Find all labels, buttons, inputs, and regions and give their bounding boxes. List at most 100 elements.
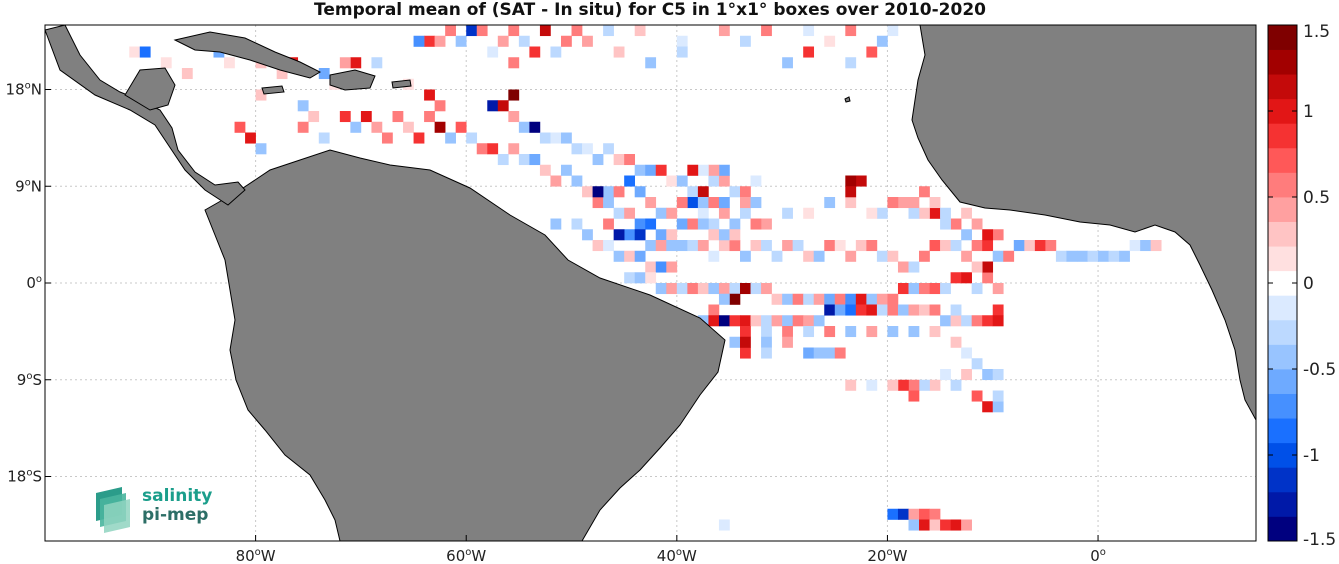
data-cell: [708, 315, 720, 327]
data-cell: [750, 197, 762, 209]
x-tick-label: 40oW: [657, 547, 697, 564]
data-cell: [708, 164, 720, 176]
data-cell: [971, 390, 983, 402]
data-cell: [455, 35, 467, 47]
data-cell: [181, 68, 193, 80]
data-cell: [992, 250, 1004, 262]
data-cell: [160, 57, 172, 69]
data-cell: [624, 25, 636, 26]
data-cell: [1013, 240, 1025, 252]
data-cell: [908, 207, 920, 219]
logo-text-pi-mep: pi-mep: [142, 505, 209, 525]
data-cell: [634, 229, 646, 241]
colorbar-segment: [1268, 295, 1297, 321]
data-cell: [582, 35, 593, 47]
y-tick-label: 9oS: [17, 371, 42, 389]
data-cell: [634, 250, 646, 262]
data-cell: [908, 379, 920, 391]
data-cell: [982, 229, 994, 241]
map-title: Temporal mean of (SAT - In situ) for C5 …: [314, 0, 986, 20]
colorbar-segment: [1268, 49, 1297, 75]
data-cell: [782, 336, 793, 348]
data-cell: [866, 46, 878, 58]
data-cell: [666, 240, 678, 252]
data-cell: [729, 240, 741, 252]
data-cell: [255, 143, 267, 155]
data-cell: [855, 240, 867, 252]
data-cell: [424, 89, 435, 101]
colorbar: 1.5 1 0.5 0 -0.5 -1 -1.5: [1267, 22, 1336, 550]
data-cell: [908, 326, 920, 338]
data-cell: [1119, 250, 1130, 262]
data-cell: [982, 401, 994, 413]
data-cell: [740, 326, 751, 338]
data-cell: [718, 240, 730, 252]
data-cell: [950, 304, 962, 316]
data-cell: [908, 390, 920, 402]
data-cell: [876, 304, 888, 316]
data-cell: [645, 164, 657, 176]
data-cell: [740, 250, 751, 262]
land-masses: [45, 25, 1256, 541]
data-cell: [803, 315, 815, 327]
data-cell: [876, 35, 888, 47]
data-cell: [487, 100, 499, 112]
south-america-landmass: [204, 149, 726, 541]
data-cell: [676, 46, 688, 58]
data-cell: [750, 283, 762, 295]
data-cell: [982, 369, 994, 381]
colorbar-tick-label: -1: [1303, 446, 1320, 466]
data-cell: [697, 197, 709, 209]
data-cell: [729, 229, 741, 241]
data-cell: [539, 25, 551, 37]
data-cell: [560, 164, 572, 176]
data-cell: [634, 164, 646, 176]
data-cell: [761, 283, 772, 295]
data-cell: [645, 57, 657, 69]
data-cell: [1150, 240, 1162, 252]
data-cell: [697, 218, 709, 230]
data-cell: [297, 121, 309, 133]
data-cell: [940, 240, 951, 252]
data-cell: [782, 25, 793, 26]
data-cell: [803, 250, 815, 262]
data-cell: [971, 283, 983, 295]
colorbar-tick-label: 0.5: [1303, 188, 1330, 208]
x-tick-label: 80oW: [236, 547, 276, 564]
data-cell: [782, 240, 793, 252]
data-cell: [834, 304, 846, 316]
data-cells: [129, 25, 1162, 531]
data-cell: [645, 272, 657, 284]
data-cell: [866, 379, 878, 391]
data-cell: [761, 218, 772, 230]
data-cell: [919, 283, 930, 295]
cuba-landmass: [173, 31, 322, 79]
data-cell: [655, 229, 667, 241]
data-cell: [718, 25, 730, 37]
data-cell: [940, 218, 951, 230]
data-cell: [897, 508, 909, 520]
data-cell: [771, 250, 783, 262]
data-cell: [655, 207, 667, 219]
data-cell: [992, 369, 1004, 381]
data-cell: [603, 25, 614, 37]
data-cell: [919, 304, 930, 316]
data-cell: [919, 186, 930, 198]
data-cell: [961, 229, 972, 241]
data-cell: [666, 207, 678, 219]
data-cell: [718, 207, 730, 219]
data-cell: [761, 25, 772, 37]
colorbar-segment: [1268, 418, 1297, 444]
data-cell: [624, 207, 636, 219]
data-cell: [824, 35, 836, 47]
data-cell: [866, 326, 878, 338]
data-cell: [971, 218, 983, 230]
data-cell: [497, 100, 509, 112]
data-cell: [1024, 240, 1036, 252]
data-cell: [697, 240, 709, 252]
data-cell: [476, 25, 488, 26]
data-cell: [560, 132, 572, 144]
data-cell: [718, 315, 730, 327]
data-cell: [992, 401, 1004, 413]
data-cell: [729, 186, 741, 198]
